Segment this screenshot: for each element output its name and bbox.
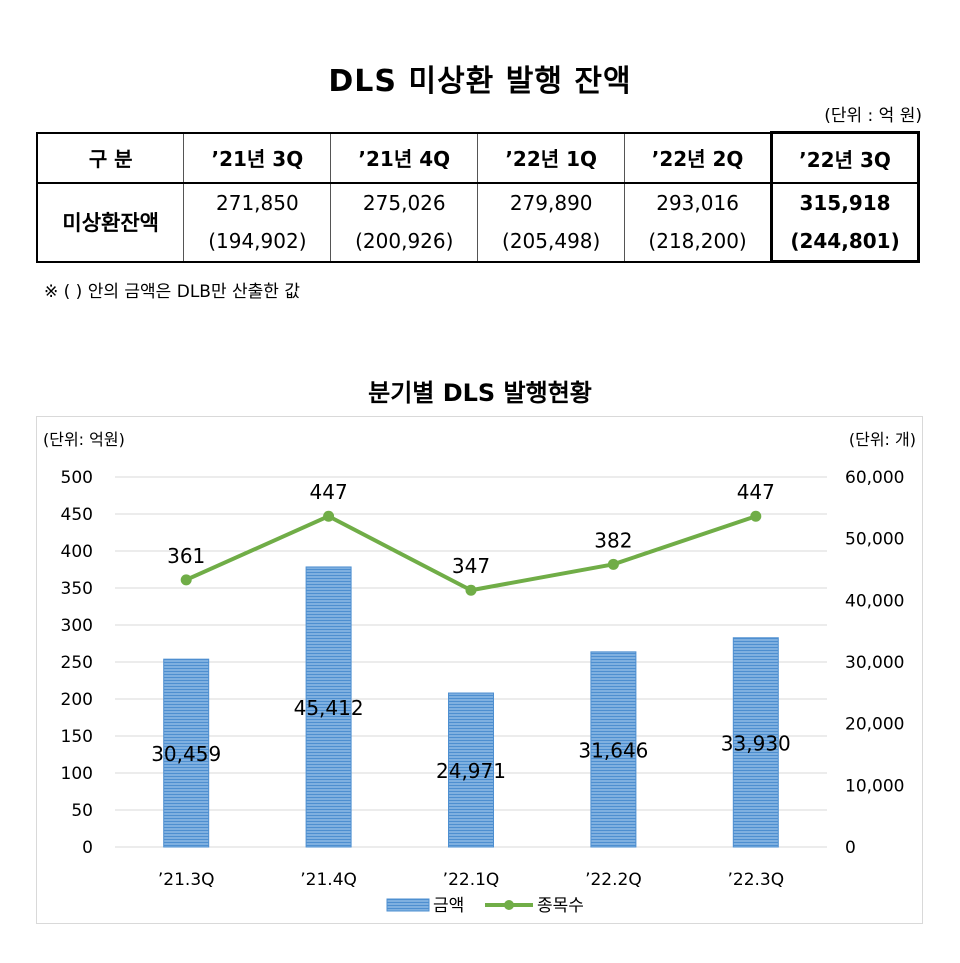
right-axis-tick: 10,000	[845, 776, 904, 796]
bar-data-label: 30,459	[151, 742, 221, 766]
left-axis-tick: 250	[61, 653, 93, 673]
x-axis-tick: ’22.2Q	[585, 870, 642, 890]
left-axis-tick: 500	[61, 468, 93, 488]
right-axis-tick: 60,000	[845, 468, 904, 488]
left-axis-tick: 100	[61, 764, 93, 784]
line-data-label: 382	[594, 528, 632, 552]
table-cell: 279,890 (205,498)	[477, 183, 625, 263]
chart-title: 분기별 DLS 발행현황	[368, 379, 592, 407]
x-axis-tick: ’22.1Q	[443, 870, 500, 890]
footnote: ※ ( ) 안의 금액은 DLB만 산출한 값	[44, 282, 300, 302]
bar	[590, 651, 637, 848]
left-axis-tick: 300	[61, 616, 93, 636]
bar-data-label: 45,412	[294, 696, 364, 720]
right-axis-tick: 50,000	[845, 530, 904, 550]
cell-total: 271,850	[216, 191, 299, 216]
unit-label: (단위 : 억 원)	[824, 106, 922, 126]
table-cell-highlight: 315,918 (244,801)	[770, 183, 920, 263]
bar	[163, 658, 210, 848]
page-title: DLS 미상환 발행 잔액	[328, 64, 632, 99]
cell-total: 275,026	[362, 191, 446, 216]
x-axis-tick: ’21.4Q	[300, 870, 357, 890]
cell-total: 279,890	[509, 191, 593, 216]
left-axis-tick: 50	[71, 801, 93, 821]
line-series	[185, 514, 757, 593]
table-header-col: ’22년 1Q	[477, 131, 625, 184]
cell-dlb: (218,200)	[648, 229, 747, 254]
left-axis-tick: 0	[82, 838, 93, 858]
table-cell: 271,850 (194,902)	[183, 183, 331, 263]
cell-dlb: (200,926)	[355, 229, 454, 254]
table-row-label: 미상환잔액	[36, 183, 184, 263]
cell-total: 315,918	[799, 191, 891, 215]
balance-table: 구 분 ’21년 3Q ’21년 4Q ’22년 1Q ’22년 2Q ’22년…	[36, 131, 920, 263]
table-row: 미상환잔액 271,850 (194,902) 275,026 (200,926…	[36, 183, 920, 263]
bar-data-label: 33,930	[721, 731, 791, 755]
bar	[732, 637, 779, 848]
x-axis-tick: ’22.3Q	[727, 870, 784, 890]
table-cell: 293,016 (218,200)	[624, 183, 772, 263]
table-header-col: ’22년 2Q	[624, 131, 772, 184]
bar-data-label: 24,971	[436, 759, 506, 783]
line-point	[323, 510, 335, 522]
bar-data-label: 31,646	[578, 738, 648, 762]
left-axis-tick: 450	[61, 505, 93, 525]
line-point	[607, 558, 619, 570]
line-point	[465, 584, 477, 596]
line-point	[180, 574, 192, 586]
left-axis-tick: 200	[61, 690, 93, 710]
legend-line-label: 종목수	[537, 896, 584, 916]
table-header-col: ’21년 4Q	[330, 131, 478, 184]
cell-total: 293,016	[656, 191, 739, 216]
left-axis-tick: 350	[61, 579, 93, 599]
line-data-label: 447	[310, 480, 348, 504]
right-axis-tick: 40,000	[845, 591, 904, 611]
table-header-col: ’21년 3Q	[183, 131, 331, 184]
left-axis-tick: 150	[61, 727, 93, 747]
cell-dlb: (205,498)	[502, 229, 601, 254]
line-data-label: 447	[737, 480, 775, 504]
cell-dlb: (244,801)	[790, 229, 900, 253]
legend-bar-label: 금액	[433, 896, 464, 916]
line-data-label: 361	[167, 544, 205, 568]
line-data-label: 347	[452, 554, 490, 578]
bar	[305, 566, 352, 848]
right-axis-tick: 0	[845, 838, 856, 858]
table-header-col-highlight: ’22년 3Q	[770, 131, 920, 184]
chart-svg: (단위: 억원) (단위: 개) 0 50 100 150 200 250 300 350 40…	[43, 430, 916, 916]
left-axis-unit: (단위: 억원)	[43, 430, 125, 449]
table-cell: 275,026 (200,926)	[330, 183, 478, 263]
bar	[448, 692, 494, 848]
line-point	[750, 510, 762, 522]
left-axis-tick: 400	[61, 542, 93, 562]
chart-frame: (단위: 억원) (단위: 개) 0 50 100 150 200 250 300 350 40…	[36, 416, 923, 924]
x-axis-tick: ’21.3Q	[158, 870, 215, 890]
right-axis-tick: 30,000	[845, 653, 904, 673]
right-axis-unit: (단위: 개)	[849, 430, 916, 449]
table-header-category: 구 분	[36, 131, 184, 184]
cell-dlb: (194,902)	[208, 229, 307, 254]
legend-line-marker	[504, 900, 514, 910]
right-axis-tick: 20,000	[845, 715, 904, 735]
table-header-row: 구 분 ’21년 3Q ’21년 4Q ’22년 1Q ’22년 2Q ’22년…	[36, 131, 920, 184]
legend-bar-swatch	[386, 898, 430, 912]
